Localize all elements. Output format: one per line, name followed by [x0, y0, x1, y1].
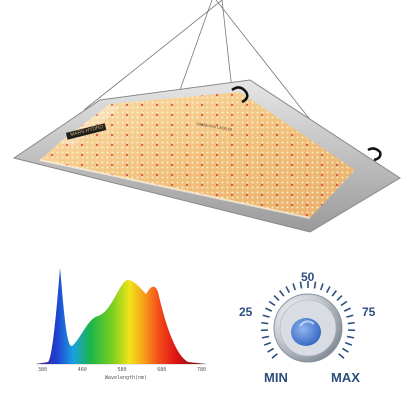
spectrum-tick: 780 — [196, 367, 206, 373]
dial-tick — [325, 286, 331, 294]
dial-mark-25: 25 — [239, 305, 253, 319]
dial-tick — [340, 300, 348, 307]
dial-min-label: MIN — [264, 370, 288, 385]
dial-tick — [292, 283, 297, 291]
dial-tick — [313, 281, 317, 289]
dial-tick — [341, 347, 349, 353]
dial-tick — [268, 300, 276, 307]
spectrum-tick: 680 — [157, 367, 167, 373]
dial-tick — [336, 295, 343, 302]
dial-tick — [262, 314, 270, 318]
dial-tick — [346, 335, 355, 339]
spectrum-curve — [36, 268, 206, 364]
dial-max-label: MAX — [331, 370, 360, 385]
dial-tick — [271, 353, 278, 359]
dial-tick — [347, 321, 355, 325]
dial-tick — [273, 295, 280, 302]
dial-tick — [319, 283, 324, 291]
dial-cap — [291, 318, 321, 346]
light-spectrum-graph — [36, 268, 206, 365]
dial-mark-75: 75 — [362, 305, 376, 319]
dial-tick — [299, 281, 303, 289]
spectrum-tick: 580 — [117, 367, 127, 373]
dial-mark-50: 50 — [301, 270, 315, 284]
dial-tick — [346, 314, 354, 318]
brand-plate — [65, 123, 107, 140]
spectrum-tick: 380 — [38, 367, 48, 373]
power-connector-icon — [231, 86, 382, 162]
spectrum-tick-labels: 380 460 580 680 780 — [38, 367, 206, 373]
spectrum-tick: 460 — [77, 367, 87, 373]
dial-tick — [265, 307, 273, 312]
dial-tick — [343, 307, 351, 312]
spectrum-x-label: Wavelength(nm) — [104, 375, 148, 381]
dial-tick-ring — [261, 281, 355, 359]
dial-tick — [267, 347, 275, 353]
dial-tick — [331, 290, 338, 297]
dial-tick — [261, 321, 269, 325]
dial-tick — [263, 341, 272, 346]
dial-tick — [285, 286, 291, 294]
dial-tick — [278, 290, 285, 297]
dial-tick — [344, 341, 353, 346]
dimmer-dial — [261, 281, 355, 363]
dial-tick — [261, 335, 270, 339]
dial-tick — [338, 353, 345, 359]
